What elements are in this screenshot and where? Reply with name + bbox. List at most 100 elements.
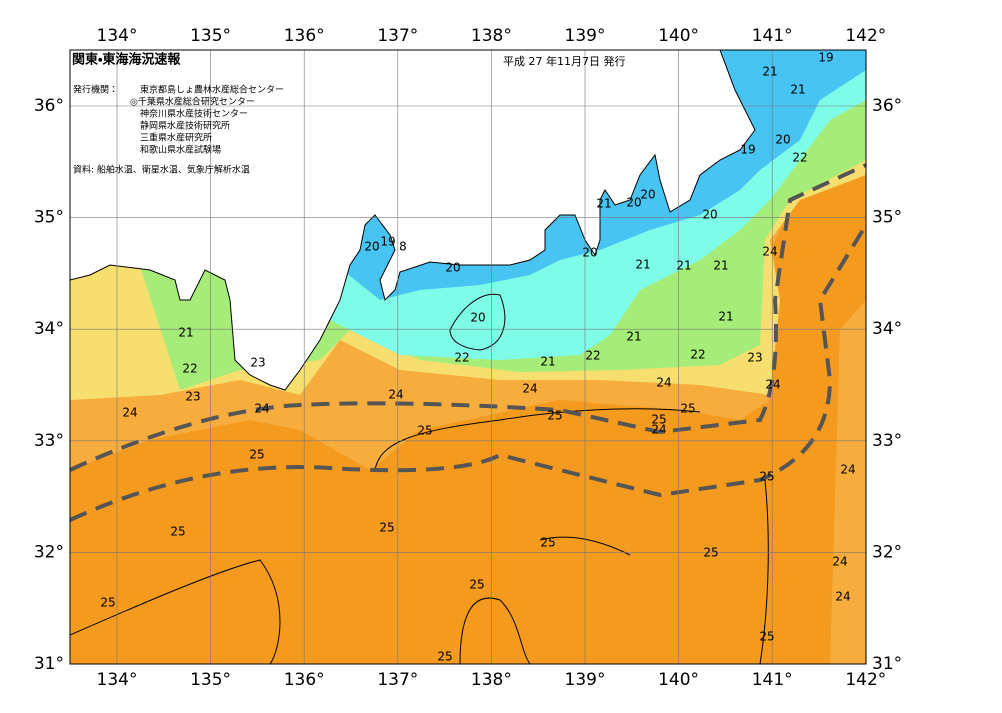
contour-label: 22 (792, 151, 807, 165)
lat-label-left: 31° (34, 654, 64, 674)
lon-label-bottom: 140° (658, 670, 699, 690)
contour-label: 8 (399, 240, 407, 254)
contour-label: 25 (547, 409, 562, 423)
lat-label-left: 36° (34, 96, 64, 116)
contour-label: 25 (379, 521, 394, 535)
contour-label: 21 (790, 83, 805, 97)
contour-line (70, 559, 281, 664)
contour-label: 24 (765, 378, 780, 392)
contour-label: 25 (759, 630, 774, 644)
lon-label-bottom: 136° (284, 670, 325, 690)
issue-date: 平成 27 年11月7日 発行 (503, 54, 625, 68)
contour-label: 21 (713, 259, 728, 273)
lon-label-top: 142° (845, 26, 886, 46)
lat-label-right: 34° (872, 319, 902, 339)
lon-label-top: 135° (190, 26, 231, 46)
contour-label: 24 (762, 245, 777, 259)
issuer: 東京都島しょ農林水産総合センター (140, 84, 284, 96)
contour-label: 25 (469, 578, 484, 592)
map-frame (69, 49, 867, 665)
issuer: 三重県水産研究所 (140, 132, 212, 144)
lat-label-right: 32° (872, 542, 902, 562)
lat-label-left: 32° (34, 542, 64, 562)
contour-label: 21 (635, 258, 650, 272)
contour-label: 20 (626, 196, 641, 210)
contour-label: 23 (747, 351, 762, 365)
contour-line (759, 479, 769, 664)
issuer-label: 発行機関： (73, 84, 118, 96)
contour-label: 19 (740, 143, 755, 157)
contour-label: 19 (818, 51, 833, 65)
contour-label: 25 (417, 424, 432, 438)
contour-label: 21 (762, 65, 777, 79)
contour-label: 25 (680, 402, 695, 416)
contours (70, 293, 769, 664)
contour-label: 24 (835, 590, 850, 604)
contour-label: 25 (651, 413, 666, 427)
lon-label-top: 139° (565, 26, 606, 46)
contour-label: 23 (185, 390, 200, 404)
contour-line (374, 408, 701, 471)
contour-line (539, 536, 631, 556)
contour-label: 20 (470, 311, 485, 325)
contour-line (449, 293, 506, 351)
contour-label: 21 (596, 197, 611, 211)
contour-label: 21 (626, 330, 641, 344)
contour-line (459, 597, 531, 664)
contour-label: 20 (582, 246, 597, 260)
lon-label-bottom: 141° (752, 670, 793, 690)
contour-label: 25 (100, 596, 115, 610)
lon-label-bottom: 138° (471, 670, 512, 690)
lon-label-top: 137° (377, 26, 418, 46)
lat-label-right: 36° (872, 96, 902, 116)
contour-label: 20 (445, 261, 460, 275)
contour-label: 24 (832, 555, 847, 569)
lon-label-bottom: 142° (845, 670, 886, 690)
lat-label-left: 35° (34, 208, 64, 228)
sea-24-east (830, 300, 866, 664)
issuer-list: 東京都島しょ農林水産総合センター◎千葉県水産総合研究センター神奈川県水産技術セン… (130, 84, 284, 156)
lon-label-top: 140° (658, 26, 699, 46)
lon-label-top: 138° (471, 26, 512, 46)
lat-label-right: 31° (872, 654, 902, 674)
contour-label: 22 (454, 351, 469, 365)
lon-label-bottom: 135° (190, 670, 231, 690)
contour-label: 21 (676, 259, 691, 273)
data-source: 資料: 船舶水温、衛星水温、気象庁解析水温 (73, 164, 250, 176)
contour-label: 22 (690, 348, 705, 362)
contour-label: 25 (759, 470, 774, 484)
contour-label: 20 (702, 208, 717, 222)
lat-label-left: 34° (34, 319, 64, 339)
issuer: 静岡県水産技術研究所 (140, 120, 230, 132)
contour-label: 25 (703, 546, 718, 560)
contour-label: 20 (775, 133, 790, 147)
contour-label: 25 (170, 525, 185, 539)
contour-label: 25 (249, 448, 264, 462)
lon-label-top: 141° (752, 26, 793, 46)
lon-label-bottom: 137° (377, 670, 418, 690)
contour-label: 25 (437, 650, 452, 664)
contour-label: 22 (585, 349, 600, 363)
contour-label: 24 (840, 463, 855, 477)
lat-label-right: 33° (872, 431, 902, 451)
contour-label: 22 (182, 362, 197, 376)
contour-label: 24 (656, 376, 671, 390)
contour-label: 24 (388, 388, 403, 402)
lon-label-bottom: 134° (97, 670, 138, 690)
map-title: 関東・東海海況速報 (72, 52, 181, 68)
contour-label: 23 (250, 356, 265, 370)
lon-label-bottom: 139° (565, 670, 606, 690)
contour-label: 20 (364, 240, 379, 254)
kuroshio-axis (70, 163, 866, 522)
contour-label: 21 (718, 310, 733, 324)
lon-label-top: 136° (284, 26, 325, 46)
lon-label-top: 134° (97, 26, 138, 46)
contour-label: 20 (640, 188, 655, 202)
issuer: 和歌山県水産試験場 (140, 144, 221, 156)
lat-label-left: 33° (34, 431, 64, 451)
contour-label: 21 (540, 355, 555, 369)
